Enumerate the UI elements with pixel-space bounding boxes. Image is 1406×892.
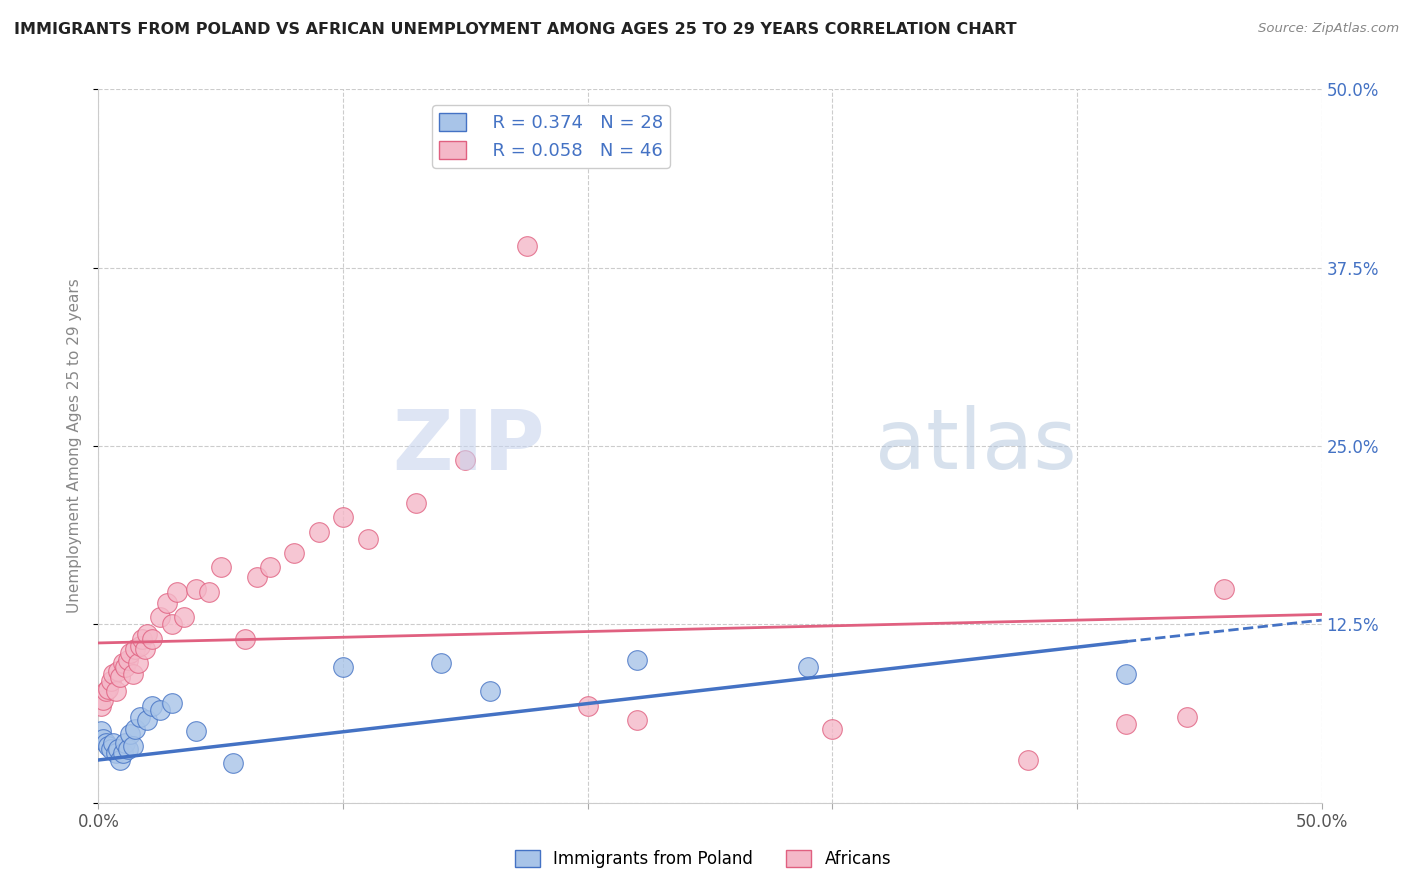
- Point: [405, 496, 427, 510]
- Point: [166, 584, 188, 599]
- Point: [90, 724, 112, 739]
- Point: [626, 653, 648, 667]
- Point: [233, 632, 256, 646]
- Point: [356, 532, 378, 546]
- Point: [90, 698, 112, 713]
- Point: [91, 731, 114, 746]
- Point: [259, 560, 281, 574]
- Point: [160, 617, 183, 632]
- Point: [124, 641, 146, 656]
- Point: [626, 713, 648, 727]
- Point: [110, 753, 132, 767]
- Point: [332, 660, 354, 674]
- Point: [97, 739, 120, 753]
- Point: [101, 667, 124, 681]
- Text: Source: ZipAtlas.com: Source: ZipAtlas.com: [1258, 22, 1399, 36]
- Point: [1017, 753, 1039, 767]
- Point: [91, 693, 114, 707]
- Point: [131, 632, 153, 646]
- Point: [515, 239, 537, 253]
- Text: IMMIGRANTS FROM POLAND VS AFRICAN UNEMPLOYMENT AMONG AGES 25 TO 29 YEARS CORRELA: IMMIGRANTS FROM POLAND VS AFRICAN UNEMPL…: [14, 22, 1017, 37]
- Point: [156, 596, 179, 610]
- Point: [107, 665, 129, 679]
- Point: [173, 610, 195, 624]
- Text: ZIP: ZIP: [392, 406, 546, 486]
- Point: [222, 756, 245, 770]
- Point: [121, 739, 143, 753]
- Point: [127, 656, 149, 670]
- Point: [124, 722, 146, 736]
- Point: [134, 641, 156, 656]
- Point: [94, 736, 117, 750]
- Point: [129, 639, 152, 653]
- Point: [104, 684, 127, 698]
- Point: [100, 741, 122, 756]
- Point: [332, 510, 354, 524]
- Point: [94, 684, 117, 698]
- Point: [114, 660, 136, 674]
- Point: [1175, 710, 1198, 724]
- Point: [107, 741, 129, 756]
- Point: [246, 570, 269, 584]
- Point: [104, 746, 127, 760]
- Point: [121, 667, 143, 681]
- Point: [283, 546, 305, 560]
- Point: [136, 627, 159, 641]
- Point: [160, 696, 183, 710]
- Point: [308, 524, 330, 539]
- Point: [101, 736, 124, 750]
- Point: [209, 560, 232, 574]
- Point: [141, 632, 163, 646]
- Point: [149, 703, 172, 717]
- Point: [117, 741, 139, 756]
- Point: [149, 610, 172, 624]
- Point: [478, 684, 501, 698]
- Y-axis label: Unemployment Among Ages 25 to 29 years: Unemployment Among Ages 25 to 29 years: [67, 278, 83, 614]
- Point: [100, 674, 122, 689]
- Point: [111, 656, 134, 670]
- Point: [141, 698, 163, 713]
- Point: [129, 710, 152, 724]
- Point: [197, 584, 219, 599]
- Point: [114, 736, 136, 750]
- Point: [117, 653, 139, 667]
- Point: [1115, 717, 1137, 731]
- Point: [186, 724, 208, 739]
- Text: atlas: atlas: [875, 406, 1077, 486]
- Legend: Immigrants from Poland, Africans: Immigrants from Poland, Africans: [508, 843, 898, 875]
- Point: [120, 727, 142, 741]
- Point: [576, 698, 599, 713]
- Point: [110, 670, 132, 684]
- Point: [1115, 667, 1137, 681]
- Point: [97, 681, 120, 696]
- Point: [821, 722, 844, 736]
- Point: [430, 656, 453, 670]
- Legend:   R = 0.374   N = 28,   R = 0.058   N = 46: R = 0.374 N = 28, R = 0.058 N = 46: [432, 105, 671, 168]
- Point: [797, 660, 820, 674]
- Point: [120, 646, 142, 660]
- Point: [111, 746, 134, 760]
- Point: [454, 453, 477, 467]
- Point: [1212, 582, 1234, 596]
- Point: [186, 582, 208, 596]
- Point: [136, 713, 159, 727]
